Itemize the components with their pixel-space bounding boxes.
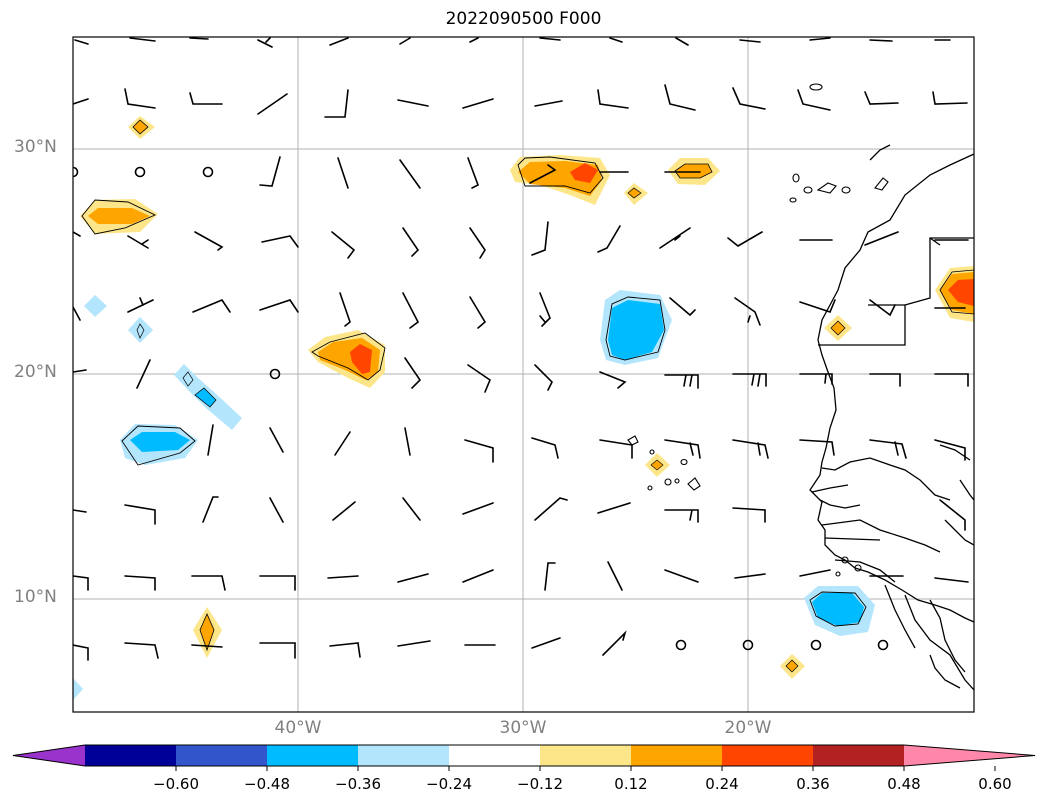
colorbar-segment bbox=[358, 745, 450, 766]
colorbar-tick-label: −0.24 bbox=[426, 775, 472, 793]
lat-label-20n: 20°N bbox=[14, 362, 57, 382]
colorbar-tick-label: 0.48 bbox=[887, 775, 921, 793]
map-title: 2022090500 F000 bbox=[445, 9, 602, 29]
lon-label-30w: 30°W bbox=[499, 718, 547, 738]
negative-anomaly-areas bbox=[73, 290, 875, 700]
colorbar-tick-label: 0.12 bbox=[614, 775, 648, 793]
map-frame bbox=[72, 36, 975, 713]
colorbar-segment bbox=[722, 745, 814, 766]
lon-label-20w: 20°W bbox=[724, 718, 772, 738]
wind-barbs bbox=[73, 37, 969, 661]
colorbar-tick-label: 0.60 bbox=[978, 775, 1012, 793]
colorbar-tick-label: 0.36 bbox=[796, 775, 830, 793]
colorbar-segment bbox=[449, 745, 541, 766]
lat-label-10n: 10°N bbox=[14, 587, 57, 607]
colorbar-segment bbox=[631, 745, 723, 766]
colorbar-extend-low bbox=[13, 745, 85, 766]
islands bbox=[627, 83, 889, 577]
colorbar-segment bbox=[267, 745, 359, 766]
colorbar-tick-label: 0.24 bbox=[705, 775, 739, 793]
colorbar-segment bbox=[813, 745, 905, 766]
colorbar-segment bbox=[540, 745, 632, 766]
colorbar-tick-label: −0.48 bbox=[244, 775, 290, 793]
colorbar-tick-label: −0.12 bbox=[517, 775, 563, 793]
coastline bbox=[809, 144, 974, 691]
lat-label-30n: 30°N bbox=[14, 137, 57, 157]
colorbar-segment bbox=[85, 745, 177, 766]
colorbar bbox=[12, 744, 1036, 771]
lon-label-40w: 40°W bbox=[274, 718, 322, 738]
colorbar-tick-label: −0.36 bbox=[335, 775, 381, 793]
colorbar-extend-high bbox=[904, 745, 1035, 766]
colorbar-segment bbox=[176, 745, 268, 766]
colorbar-tick-label: −0.60 bbox=[153, 775, 199, 793]
positive-anomaly-areas bbox=[80, 116, 974, 679]
